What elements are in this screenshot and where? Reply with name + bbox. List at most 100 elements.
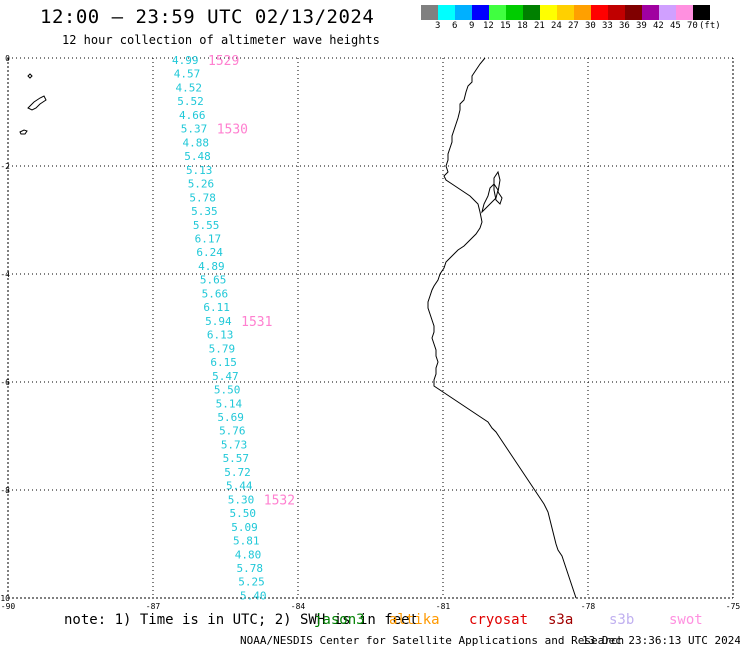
wave-height-value: 4.52 — [175, 81, 202, 94]
wave-height-value: 4.57 — [174, 68, 201, 81]
colorbar-swatch — [540, 5, 557, 20]
pass-number: 1531 — [241, 315, 272, 330]
wave-height-value: 5.66 — [202, 287, 229, 300]
chart-title: 12:00 – 23:59 UTC 02/13/2024 — [40, 6, 375, 28]
island-small — [19, 129, 28, 135]
colorbar-swatch — [574, 5, 591, 20]
colorbar-swatch — [523, 5, 540, 20]
colorbar-swatch — [693, 5, 710, 20]
wave-height-value: 4.80 — [235, 548, 262, 561]
wave-height-value: 5.55 — [193, 219, 220, 232]
map-frame — [7, 57, 734, 599]
satellite-legend-swot: swot — [669, 612, 703, 628]
wave-height-value: 5.30 — [228, 493, 255, 506]
wave-height-value: 5.40 — [240, 589, 267, 602]
wave-height-value: 5.73 — [221, 438, 248, 451]
island-tiny — [27, 73, 33, 79]
wave-height-value: 5.50 — [230, 507, 256, 520]
lon-tick-label: -78 — [581, 602, 596, 611]
wave-height-value: 5.09 — [231, 521, 257, 534]
wave-height-value: 4.99 — [172, 54, 199, 67]
wave-height-value: 5.37 — [181, 123, 208, 136]
colorbar-label: 15 — [500, 21, 511, 31]
island-isabela — [27, 95, 47, 111]
colorbar-swatch — [506, 5, 523, 20]
colorbar-swatch — [438, 5, 455, 20]
satellite-legend-jason3: jason3 — [314, 612, 365, 628]
wave-height-value: 5.65 — [200, 274, 227, 287]
wave-height-value: 6.17 — [195, 232, 222, 245]
lon-tick-label: -81 — [436, 602, 451, 611]
wave-height-value: 5.72 — [224, 466, 251, 479]
colorbar-label: 30 — [585, 21, 596, 31]
chart-subtitle: 12 hour collection of altimeter wave hei… — [62, 33, 380, 47]
wave-height-value: 5.44 — [226, 480, 253, 493]
wave-height-value: 5.48 — [184, 150, 211, 163]
wave-height-value: 5.78 — [237, 562, 264, 575]
wave-height-value: 5.69 — [217, 411, 244, 424]
wave-height-value: 5.76 — [219, 425, 246, 438]
pass-number: 1532 — [264, 493, 295, 508]
wave-height-value: 6.24 — [196, 246, 223, 259]
wave-height-value: 4.66 — [179, 109, 206, 122]
wave-height-value: 5.52 — [177, 95, 204, 108]
map-grid — [7, 57, 734, 599]
footer-credit: NOAA/NESDIS Center for Satellite Applica… — [240, 634, 625, 647]
lat-tick-label: -10 — [0, 594, 10, 603]
satellite-legend-s3a: s3a — [548, 612, 574, 628]
wave-height-value: 5.26 — [188, 178, 215, 191]
colorbar-swatch — [557, 5, 574, 20]
lon-tick-label: -90 — [1, 602, 16, 611]
colorbar-label: 45 — [670, 21, 681, 31]
pass-labels: 1529 1530 1531 1532 — [208, 54, 295, 508]
coastline — [19, 57, 577, 599]
wave-height-value: 6.13 — [207, 329, 234, 342]
wave-height-value: 5.57 — [223, 452, 250, 465]
axis-ticks: -90 -87 -84 -81 -78 -75 0 -2 -4 -6 -8 -10 — [0, 54, 740, 611]
colorbar-label: 6 — [452, 21, 458, 31]
wave-height-labels: 4.994.574.525.524.665.374.885.485.135.26… — [172, 54, 267, 602]
wave-height-value: 5.50 — [214, 384, 241, 397]
wave-height-value: 5.94 — [205, 315, 232, 328]
wave-height-value: 6.15 — [210, 356, 237, 369]
lon-tick-label: -87 — [146, 602, 161, 611]
wave-height-value: 5.25 — [238, 576, 265, 589]
colorbar-swatch — [455, 5, 472, 20]
wave-height-value: 5.35 — [191, 205, 218, 218]
lat-tick-label: -6 — [0, 378, 10, 387]
colorbar-label: 3 — [435, 21, 441, 31]
satellite-legend-cryosat: cryosat — [469, 612, 529, 628]
lat-tick-label: -8 — [0, 486, 10, 495]
colorbar-label: 12 — [483, 21, 494, 31]
colorbar-label: 24 — [551, 21, 562, 31]
estuary-guayas — [493, 170, 503, 205]
wave-height-value: 5.81 — [233, 535, 260, 548]
colorbar — [421, 5, 710, 20]
colorbar-swatch — [472, 5, 489, 20]
wave-height-value: 5.79 — [209, 342, 236, 355]
lat-tick-label: -2 — [0, 162, 10, 171]
note-text: note: 1) Time is in UTC; 2) SWH is in fe… — [64, 612, 419, 628]
pass-number: 1529 — [208, 54, 239, 69]
lat-tick-label: -4 — [0, 270, 10, 279]
colorbar-swatch — [489, 5, 506, 20]
colorbar-label: 27 — [568, 21, 579, 31]
lon-tick-label: -75 — [726, 602, 740, 611]
colorbar-label: 21 — [534, 21, 545, 31]
lat-tick-label: 0 — [5, 54, 10, 63]
wave-height-value: 4.89 — [198, 260, 225, 273]
colorbar-label: 9 — [469, 21, 475, 31]
colorbar-label: 39 — [636, 21, 647, 31]
pass-number: 1530 — [217, 123, 248, 138]
lon-tick-label: -84 — [291, 602, 306, 611]
footer-generated: 13 Dec 23:36:13 UTC 2024 — [582, 634, 740, 647]
colorbar-swatch — [421, 5, 438, 20]
colorbar-label: 36 — [619, 21, 630, 31]
colorbar-swatch — [591, 5, 608, 20]
wave-height-value: 5.13 — [186, 164, 213, 177]
wave-height-value: 6.11 — [203, 301, 230, 314]
colorbar-swatch — [608, 5, 625, 20]
wave-height-value: 5.47 — [212, 370, 239, 383]
colorbar-label: 70 — [687, 21, 698, 31]
